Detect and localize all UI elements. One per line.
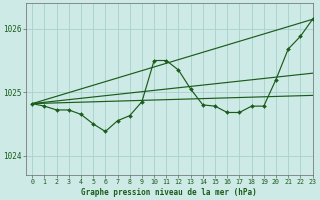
X-axis label: Graphe pression niveau de la mer (hPa): Graphe pression niveau de la mer (hPa): [82, 188, 257, 197]
